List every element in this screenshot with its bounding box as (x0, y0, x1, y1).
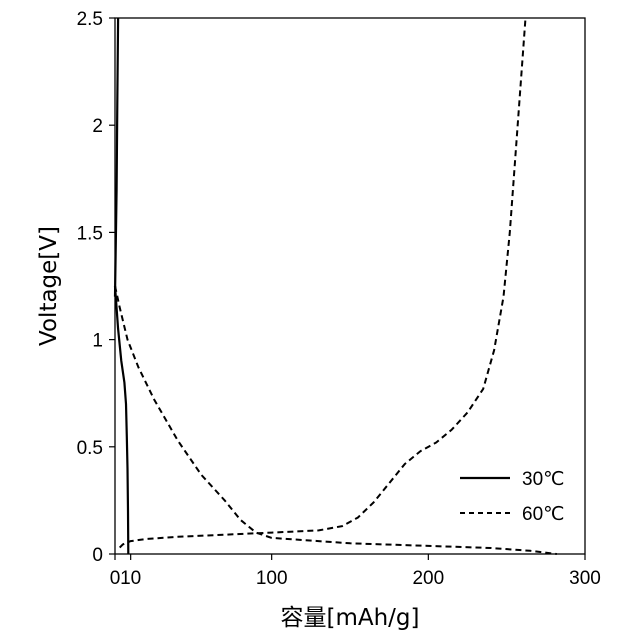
x-tick-label: 0 (110, 568, 121, 589)
y-axis-ticks: 0 0.5 1 1.5 2 2.5 (77, 9, 115, 566)
x-axis-title: 容量[mAh/g] (280, 605, 419, 631)
y-tick-label: 0.5 (77, 438, 103, 459)
y-axis-title: Voltage[V] (36, 226, 62, 346)
x-tick-label: 100 (256, 568, 288, 589)
series-layer (115, 18, 557, 554)
y-tick-label: 1.5 (77, 223, 103, 244)
y-tick-label: 2 (92, 116, 103, 137)
y-tick-label: 1 (92, 331, 103, 352)
plot-frame (115, 18, 585, 554)
series-line-60c (120, 18, 526, 548)
x-tick-label: 10 (120, 568, 141, 589)
legend-label-30c: 30℃ (522, 469, 564, 490)
y-tick-label: 2.5 (77, 9, 103, 30)
legend-label-60c: 60℃ (522, 504, 564, 525)
x-axis-ticks: 010 100 200 300 (110, 554, 601, 589)
legend: 30℃ 60℃ (460, 469, 564, 525)
x-tick-label: 300 (569, 568, 601, 589)
x-tick-label: 200 (412, 568, 444, 589)
series-line-30c (115, 286, 128, 554)
y-tick-label: 0 (92, 545, 103, 566)
